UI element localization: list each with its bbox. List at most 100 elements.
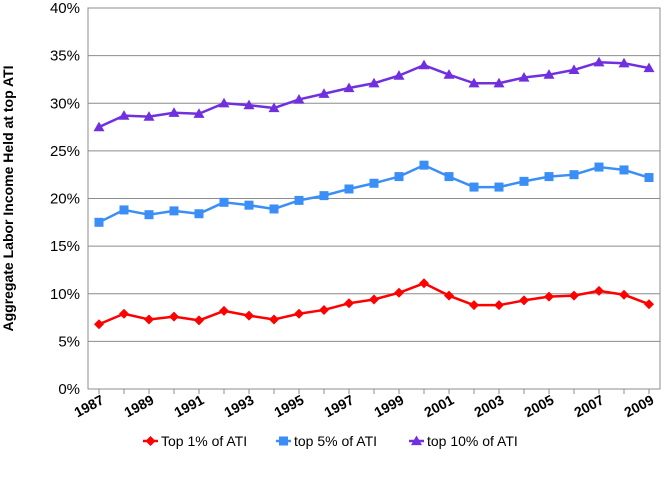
series-triangle — [93, 56, 655, 132]
data-point — [294, 308, 304, 319]
data-point — [618, 57, 630, 68]
data-point — [94, 217, 104, 227]
y-tick-label: 5% — [58, 333, 80, 350]
data-point — [244, 310, 254, 321]
data-point — [194, 209, 204, 219]
data-point — [518, 72, 530, 82]
legend-item: top 10% of ATI — [409, 433, 518, 449]
data-point — [469, 300, 479, 311]
x-tick-label: 1999 — [371, 391, 406, 420]
data-point — [269, 314, 279, 325]
y-tick-label: 40% — [50, 0, 80, 17]
x-tick-label: 2007 — [571, 391, 606, 420]
series-group — [93, 56, 655, 330]
data-point — [218, 97, 230, 108]
y-tick-label: 10% — [50, 286, 80, 303]
data-point — [494, 300, 504, 311]
data-point — [468, 77, 480, 88]
data-point — [144, 210, 154, 220]
y-tick-label: 15% — [50, 238, 80, 255]
data-point — [644, 299, 654, 310]
data-point — [269, 204, 279, 214]
data-point — [619, 289, 629, 300]
data-point — [293, 93, 305, 104]
data-point — [319, 304, 329, 315]
data-point — [169, 311, 179, 322]
data-point — [244, 200, 254, 210]
data-point — [569, 290, 579, 301]
y-axis-title: Aggregate Labor Income Held at top ATI — [0, 65, 16, 331]
series-diamond — [94, 278, 654, 330]
data-point — [319, 191, 329, 201]
data-point — [93, 121, 105, 132]
y-tick-label: 30% — [50, 95, 80, 112]
x-tick-label: 2003 — [471, 391, 506, 420]
data-point — [444, 172, 454, 182]
data-point — [94, 319, 104, 330]
legend-label: Top 1% of ATI — [161, 433, 247, 449]
y-tick-label: 0% — [58, 381, 80, 398]
data-point — [118, 110, 130, 120]
data-point — [544, 172, 554, 182]
data-point — [369, 178, 379, 188]
data-point — [543, 69, 555, 79]
data-point — [344, 184, 354, 194]
data-point — [119, 205, 129, 215]
data-point — [519, 295, 529, 306]
data-point — [494, 182, 504, 192]
data-point — [368, 77, 380, 88]
x-tick-label: 2009 — [621, 391, 656, 420]
data-point — [268, 102, 280, 113]
series-square — [94, 160, 654, 227]
x-tick-label: 1993 — [221, 391, 256, 420]
legend-marker — [279, 436, 288, 446]
data-point — [568, 64, 580, 75]
data-point — [594, 162, 604, 172]
legend-label: top 5% of ATI — [294, 433, 377, 449]
y-axis-ticks: 0% 5% 10% 15% 20% 25% 30% 35% 40% — [50, 0, 80, 398]
data-point — [193, 108, 205, 118]
data-point — [643, 62, 655, 73]
data-point — [619, 165, 629, 175]
data-point — [493, 77, 505, 88]
legend: Top 1% of ATI top 5% of ATI top 10% of ATI — [143, 433, 518, 449]
legend-marker — [411, 435, 422, 446]
data-point — [394, 287, 404, 298]
data-point — [419, 278, 429, 289]
data-point — [419, 160, 429, 170]
data-point — [418, 59, 430, 70]
data-point — [294, 195, 304, 205]
y-tick-label: 20% — [50, 191, 80, 208]
data-point — [243, 99, 255, 110]
x-tick-label: 1997 — [321, 391, 356, 420]
data-point — [369, 294, 379, 305]
x-tick-label: 2005 — [521, 391, 556, 420]
legend-label: top 10% of ATI — [427, 433, 518, 449]
series-line — [98, 163, 650, 224]
data-point — [219, 305, 229, 316]
x-tick-label: 1995 — [271, 391, 306, 420]
data-point — [394, 172, 404, 182]
data-point — [544, 291, 554, 302]
data-point — [344, 298, 354, 309]
series-line — [98, 61, 650, 129]
data-point — [119, 308, 129, 319]
data-point — [469, 182, 479, 192]
y-tick-label: 25% — [50, 143, 80, 160]
x-axis-ticks: 1987 1989 1991 1993 1995 1997 1999 2001 2003 2005… — [71, 389, 657, 420]
legend-item: top 5% of ATI — [276, 433, 377, 449]
data-point — [519, 176, 529, 186]
data-point — [144, 314, 154, 325]
legend-marker — [145, 436, 156, 446]
data-point — [393, 70, 405, 80]
x-tick-label: 2001 — [421, 391, 456, 420]
data-point — [143, 111, 155, 121]
data-point — [443, 69, 455, 79]
legend-item: Top 1% of ATI — [143, 433, 247, 449]
data-point — [444, 290, 454, 301]
data-point — [594, 285, 604, 296]
data-point — [168, 107, 180, 117]
data-point — [219, 197, 229, 207]
x-tick-label: 1991 — [171, 391, 206, 420]
